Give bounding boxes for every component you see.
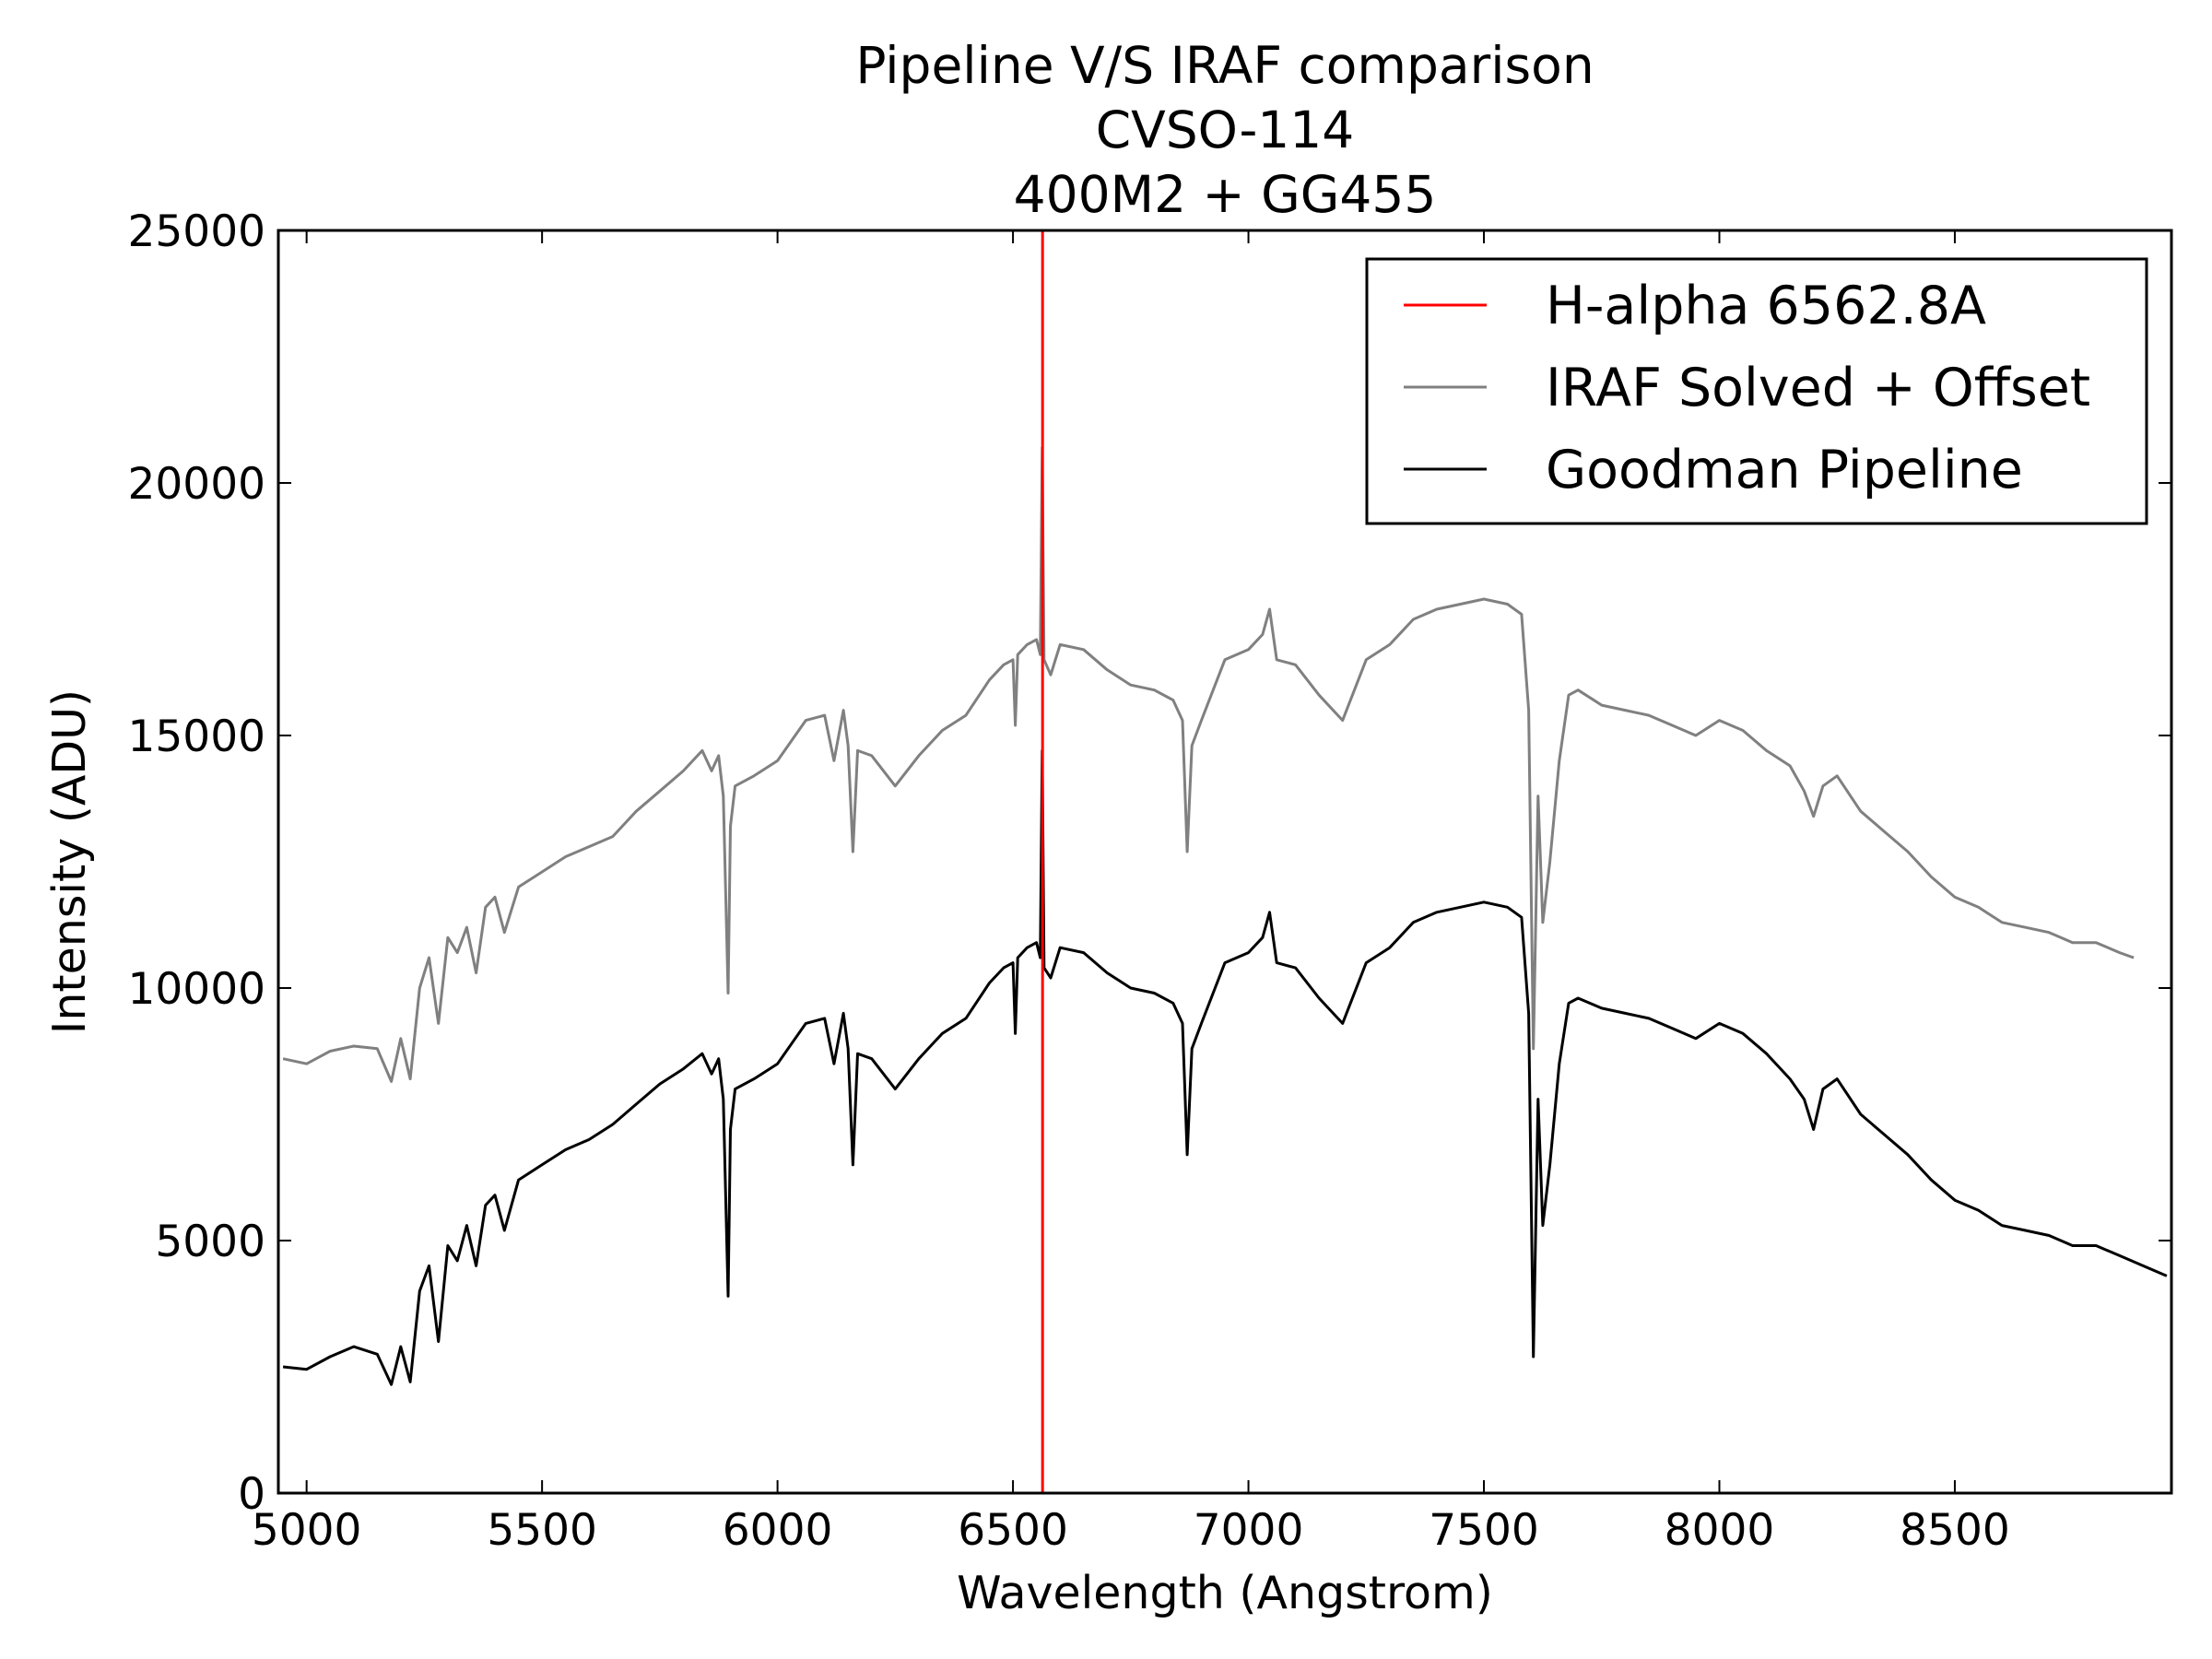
axis-ticks: 5000 5500 6000 6500 7000 7500 8000 850005000100… bbox=[127, 206, 2171, 1556]
chart-title-line-2: CVSO-114 bbox=[1096, 100, 1355, 159]
x-tick-label: 7000 bbox=[1194, 1505, 1304, 1556]
x-tick-label: 8500 bbox=[1900, 1505, 2010, 1556]
legend-box bbox=[1365, 257, 2148, 525]
x-tick-label: 5000 bbox=[252, 1505, 362, 1556]
y-tick-label: 20000 bbox=[127, 459, 265, 510]
x-tick-label: 6500 bbox=[958, 1505, 1068, 1556]
legend-label-goodman: Goodman Pipeline bbox=[1546, 440, 2023, 500]
x-tick-label: 6000 bbox=[723, 1505, 833, 1556]
plot-area bbox=[282, 230, 2168, 1493]
y-tick-label: 10000 bbox=[127, 964, 265, 1015]
x-tick-label: 5500 bbox=[487, 1505, 597, 1556]
legend-label-h-alpha: H-alpha 6562.8A bbox=[1546, 276, 1986, 336]
plot-frame bbox=[276, 229, 2173, 1495]
chart-title-line-1: Pipeline V/S IRAF comparison bbox=[855, 36, 1594, 95]
x-tick-label: 8000 bbox=[1665, 1505, 1775, 1556]
chart-title-line-3: 400M2 + GG455 bbox=[1014, 165, 1437, 224]
series-line-goodman-pipeline bbox=[282, 748, 2168, 1386]
y-axis-label: Intensity (ADU) bbox=[43, 689, 96, 1034]
series-line-iraf-solved-offset bbox=[282, 446, 2135, 1083]
y-tick-label: 5000 bbox=[155, 1217, 265, 1267]
y-tick-label: 0 bbox=[238, 1469, 265, 1520]
legend: H-alpha 6562.8A IRAF Solved + Offset Goo… bbox=[1365, 257, 2148, 525]
x-axis-label: Wavelength (Angstrom) bbox=[957, 1567, 1493, 1619]
legend-label-iraf: IRAF Solved + Offset bbox=[1546, 358, 2090, 418]
y-tick-label: 15000 bbox=[127, 712, 265, 762]
y-tick-label: 25000 bbox=[127, 206, 265, 257]
x-tick-label: 7500 bbox=[1429, 1505, 1539, 1556]
